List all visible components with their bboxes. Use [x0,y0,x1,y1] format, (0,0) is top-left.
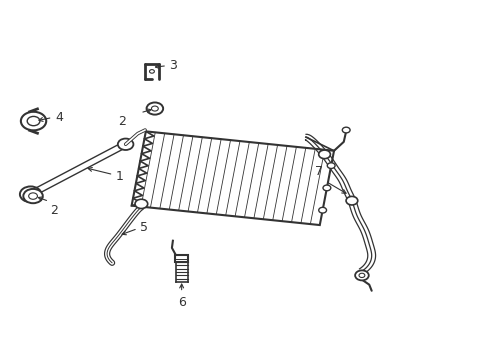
Circle shape [318,150,330,159]
Circle shape [147,103,163,114]
Circle shape [327,163,335,168]
Text: 7: 7 [315,165,323,178]
Text: 5: 5 [140,221,148,234]
Circle shape [135,199,147,208]
Circle shape [20,186,41,202]
Text: 3: 3 [170,59,177,72]
Circle shape [359,273,365,278]
Circle shape [149,69,154,73]
Text: 1: 1 [116,170,124,183]
Circle shape [24,189,43,203]
Circle shape [26,191,35,198]
Text: 2: 2 [50,203,58,217]
Circle shape [343,127,350,133]
Circle shape [27,116,40,126]
Circle shape [151,106,158,111]
Text: 4: 4 [55,111,63,124]
Circle shape [29,193,37,199]
Circle shape [346,197,358,205]
Circle shape [355,270,369,280]
Text: 6: 6 [178,296,186,309]
Polygon shape [132,131,334,225]
Circle shape [21,112,46,130]
Text: 2: 2 [118,114,125,128]
Circle shape [323,185,331,191]
Circle shape [118,139,133,150]
Bar [175,255,189,262]
Circle shape [318,207,326,213]
